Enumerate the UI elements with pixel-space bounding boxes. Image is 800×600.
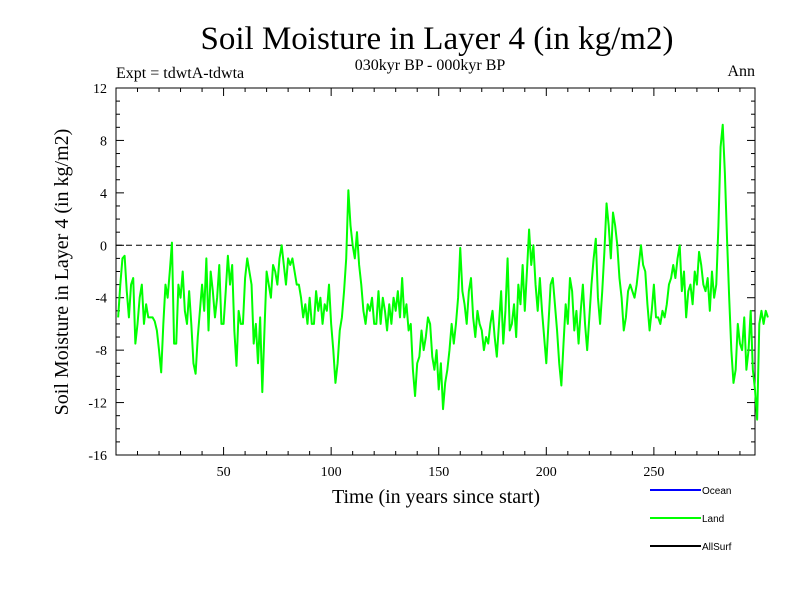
x-tick-label: 200 [536, 465, 557, 480]
y-axis-label: Soil Moisture in Layer 4 (in kg/m2) [51, 129, 73, 416]
y-tick-label: 12 [93, 82, 107, 97]
series-line-land [117, 123, 769, 421]
chart-subtitle: 030kyr BP - 000kyr BP [355, 57, 506, 74]
plot-frame [115, 87, 756, 456]
y-tick-label: -4 [95, 292, 107, 307]
chart-title: Soil Moisture in Layer 4 (in kg/m2) [201, 21, 674, 57]
y-tick-label: 8 [100, 134, 107, 149]
y-tick-label: -12 [88, 397, 107, 412]
legend: Ocean Land AllSurf [650, 486, 732, 553]
plot-area: -16 -12 -8 -4 0 4 8 12 50 100 150 200 250 [88, 82, 769, 480]
legend-label-allsurf: AllSurf [702, 542, 732, 553]
experiment-label: Expt = tdwtA-tdwta [116, 65, 244, 82]
y-tick-label: 4 [100, 187, 107, 202]
x-tick-label: 250 [643, 465, 664, 480]
x-tick-label: 50 [217, 465, 231, 480]
x-axis-label: Time (in years since start) [332, 486, 540, 508]
x-tick-label: 150 [428, 465, 449, 480]
y-tick-label: 0 [100, 239, 107, 254]
season-label: Ann [727, 63, 755, 80]
y-tick-label: -8 [95, 344, 107, 359]
legend-label-ocean: Ocean [702, 486, 731, 497]
x-tick-label: 100 [321, 465, 342, 480]
legend-label-land: Land [702, 514, 724, 525]
y-tick-label: -16 [88, 449, 107, 464]
